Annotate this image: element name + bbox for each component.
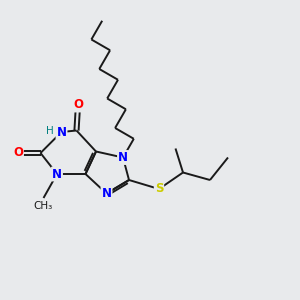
Text: N: N [56, 125, 67, 139]
Text: O: O [73, 98, 83, 112]
Text: S: S [155, 182, 163, 196]
Text: N: N [101, 187, 112, 200]
Text: CH₃: CH₃ [34, 201, 53, 211]
Text: H: H [46, 125, 54, 136]
Text: N: N [52, 167, 62, 181]
Text: N: N [118, 151, 128, 164]
Text: O: O [13, 146, 23, 160]
